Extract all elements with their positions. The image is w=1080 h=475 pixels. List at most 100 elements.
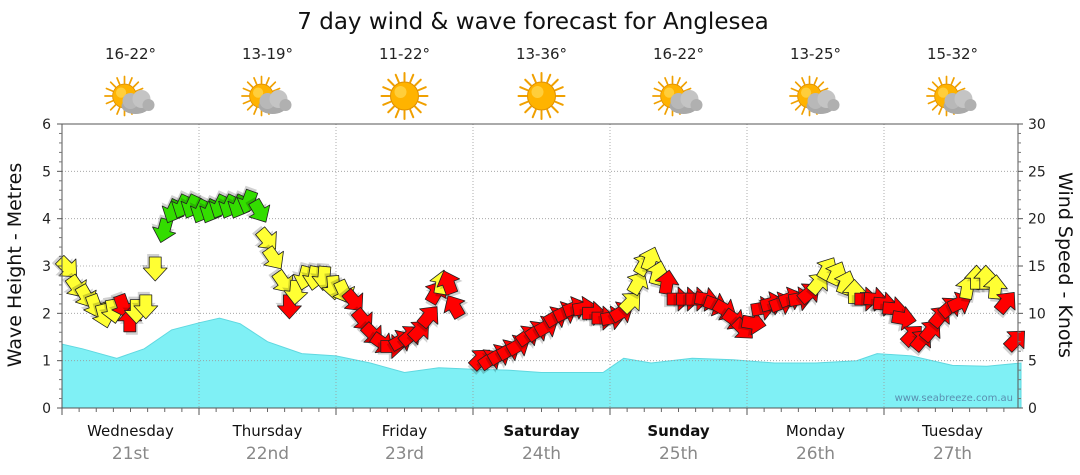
sun-ray: [409, 73, 415, 84]
wind-arrow: [259, 244, 284, 270]
wind-arrow: [436, 270, 463, 298]
wind-arrow-shape: [341, 287, 364, 311]
left-tick-label: 3: [42, 259, 51, 275]
sun-ray: [820, 87, 829, 92]
sun-ray: [554, 86, 564, 92]
left-tick-label: 5: [42, 164, 51, 180]
watermark: www.seabreeze.com.au: [895, 393, 1013, 404]
partly-cloudy-icon: [789, 75, 840, 117]
wind-arrow-shape: [271, 268, 294, 293]
right-tick-label: 10: [1028, 306, 1046, 322]
right-tick-label: 30: [1028, 117, 1046, 133]
sun-ray: [657, 104, 665, 111]
sun-ray: [664, 77, 669, 86]
cloud-puff: [142, 99, 155, 111]
right-tick-label: 25: [1028, 164, 1046, 180]
sun-highlight: [394, 86, 407, 98]
wind-arrow-shape: [262, 245, 284, 270]
sun-highlight: [664, 87, 675, 98]
sun-ray: [801, 77, 806, 86]
sun-ray: [382, 100, 392, 106]
sun-ray: [135, 87, 144, 92]
wind-arrow-shape: [1002, 330, 1026, 353]
sun-ray: [794, 81, 802, 88]
day-labels-layer: Wednesday 21st Thursday 22nd Friday 23rd Satur…: [87, 422, 983, 464]
wind-arrow: [141, 254, 168, 282]
wind-arrows-layer: [51, 185, 1026, 375]
day-label: Sunday: [647, 422, 710, 440]
sun-ray: [272, 87, 281, 92]
wind-arrow: [131, 291, 159, 320]
sun-ray: [938, 106, 943, 115]
sun-ray: [524, 105, 532, 114]
sun-highlight: [116, 87, 127, 98]
wind-arrow-shape: [416, 306, 439, 330]
sun-ray: [554, 100, 564, 106]
sun-ray: [519, 86, 529, 92]
sun-ray: [927, 87, 936, 92]
sun-ray: [109, 81, 117, 88]
left-tick-label: 0: [42, 401, 51, 417]
wind-arrow-shape: [443, 295, 466, 320]
sun-ray: [954, 81, 962, 88]
wind-arrow-shape: [825, 261, 848, 287]
date-label: 23rd: [385, 444, 424, 464]
date-label: 25th: [659, 444, 698, 464]
daily-temperature: 11-22°: [379, 45, 430, 63]
daily-temperature: 16-22°: [105, 45, 156, 63]
chart-title: 7 day wind & wave forecast for Anglesea: [297, 9, 768, 35]
right-tick-label: 20: [1028, 212, 1046, 228]
sun-ray: [417, 86, 427, 92]
sun-ray: [417, 100, 427, 106]
day-label: Saturday: [503, 422, 580, 440]
sun-highlight: [531, 86, 544, 98]
axes-layer: 0 1 2 3 4 5 6 0 5 10 15 20 25 30: [42, 117, 1046, 417]
sun-ray: [957, 87, 966, 92]
wind-arrow: [737, 310, 767, 337]
date-label: 21st: [112, 444, 149, 464]
sun-ray: [546, 73, 552, 84]
sun-ray: [683, 87, 692, 92]
daily-weather-layer: 16-22° 13-19° 11-22° 13-36° 16-22° 13-25° 15-3…: [104, 45, 978, 120]
wind-arrow-shape: [142, 256, 168, 282]
sunny-icon: [517, 72, 566, 120]
sun-ray: [950, 77, 955, 86]
sun-ray: [664, 106, 669, 115]
wave-height-area: [61, 317, 1022, 409]
daily-temperature: 13-36°: [516, 45, 567, 63]
sun-ray: [105, 100, 114, 105]
sun-ray: [116, 106, 121, 115]
sunny-icon: [380, 72, 429, 120]
wind-arrow-shape: [626, 271, 649, 297]
sun-ray: [394, 108, 400, 119]
wind-arrow: [416, 306, 439, 333]
cloud-puff: [690, 99, 703, 111]
wave-height-layer: [61, 317, 1022, 409]
wind-arrow: [268, 268, 294, 293]
wind-arrow-shape: [891, 306, 917, 331]
sun-ray: [109, 104, 117, 111]
cloud-puff: [827, 99, 840, 111]
wind-arrow-shape: [436, 270, 460, 296]
sun-ray: [524, 78, 532, 87]
sun-ray: [551, 105, 559, 114]
sun-ray: [546, 108, 552, 119]
sun-ray: [519, 100, 529, 106]
wind-arrow-shape: [618, 292, 641, 315]
partly-cloudy-icon: [241, 75, 292, 117]
wind-arrow-shape: [255, 226, 277, 250]
sun-ray: [132, 81, 140, 88]
sun-ray: [813, 77, 818, 86]
daily-temperature: 13-25°: [790, 45, 841, 63]
sun-ray: [790, 87, 799, 92]
sun-ray: [246, 104, 254, 111]
partly-cloudy-icon: [104, 75, 155, 117]
sun-ray: [938, 77, 943, 86]
day-label: Tuesday: [921, 422, 983, 440]
sun-ray: [676, 77, 681, 86]
sun-ray: [801, 106, 806, 115]
wind-arrow: [406, 321, 430, 347]
sun-ray: [246, 81, 254, 88]
day-label: Monday: [786, 422, 845, 440]
